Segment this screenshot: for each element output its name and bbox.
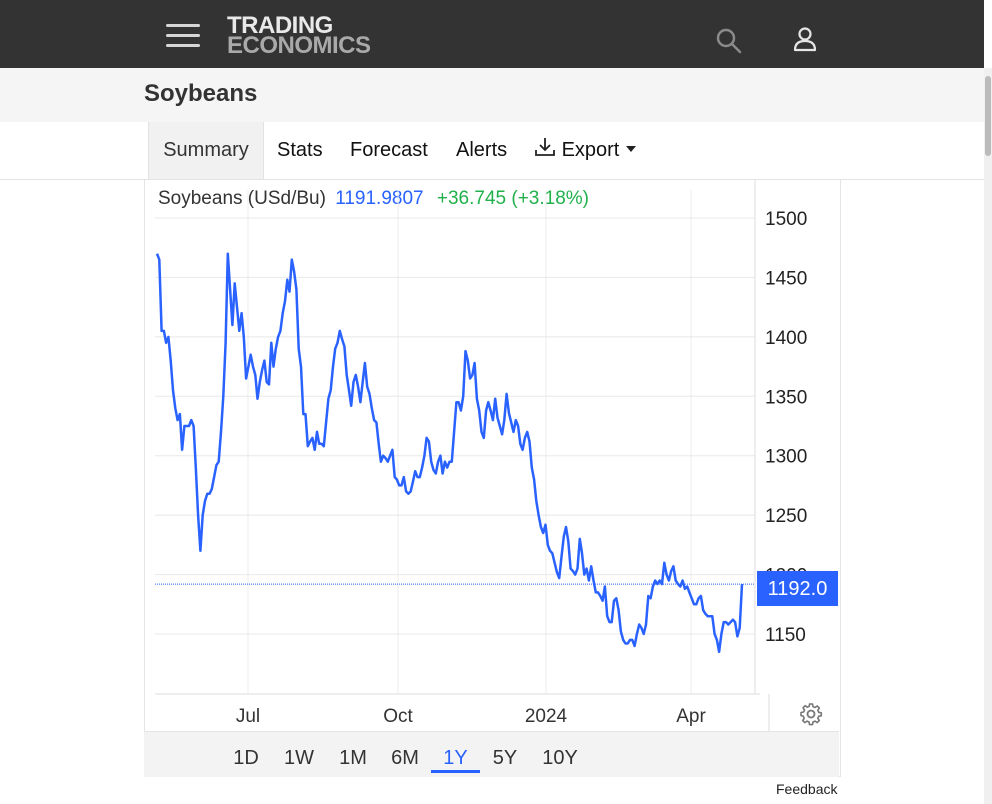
chart-last-price: 1191.9807: [335, 188, 424, 209]
search-icon[interactable]: [714, 26, 742, 54]
chart-price-change: +36.745 (+3.18%): [436, 188, 590, 209]
page-title: Soybeans: [144, 80, 258, 107]
download-icon: [535, 138, 555, 156]
title-bar: [0, 68, 984, 123]
last-price-tag: 1192.0: [757, 571, 838, 606]
period-1y[interactable]: 1Y: [431, 735, 480, 773]
period-1d[interactable]: 1D: [233, 747, 259, 769]
scrollbar-thumb[interactable]: [985, 76, 991, 156]
chart-container: [144, 180, 841, 777]
period-10y[interactable]: 10Y: [542, 747, 578, 769]
logo-line-2: ECONOMICS: [227, 32, 371, 59]
chart-instrument-name: Soybeans (USd/Bu): [158, 188, 326, 209]
tab-export-label: Export: [561, 139, 620, 161]
period-1w[interactable]: 1W: [284, 747, 314, 769]
period-5y[interactable]: 5Y: [492, 747, 518, 769]
tab-stats-label: Stats: [277, 139, 323, 161]
period-6m[interactable]: 6M: [391, 747, 419, 769]
feedback-link[interactable]: Feedback: [776, 781, 838, 797]
period-selector-bar: [144, 731, 839, 777]
tab-forecast[interactable]: Forecast: [350, 122, 428, 179]
period-1m[interactable]: 1M: [339, 747, 367, 769]
logo-line-1: TRADING: [227, 12, 333, 39]
hamburger-menu-icon[interactable]: [166, 22, 200, 50]
tab-summary[interactable]: Summary: [148, 122, 264, 179]
tab-export[interactable]: Export: [534, 122, 637, 179]
gear-icon[interactable]: [799, 702, 823, 726]
tab-stats[interactable]: Stats: [277, 122, 323, 179]
tab-summary-label: Summary: [163, 139, 249, 161]
tab-alerts-label: Alerts: [456, 139, 508, 161]
caret-down-icon: [625, 146, 636, 152]
top-navigation-bar: [0, 0, 984, 68]
trading-economics-logo[interactable]: TRADING ECONOMICS: [227, 12, 371, 59]
user-icon[interactable]: [791, 25, 819, 53]
tab-alerts[interactable]: Alerts: [456, 122, 507, 179]
chart-header: Soybeans (USd/Bu) 1191.9807 +36.745 (+3.…: [158, 188, 589, 210]
tab-forecast-label: Forecast: [350, 139, 428, 161]
page-scrollbar[interactable]: [984, 68, 992, 804]
